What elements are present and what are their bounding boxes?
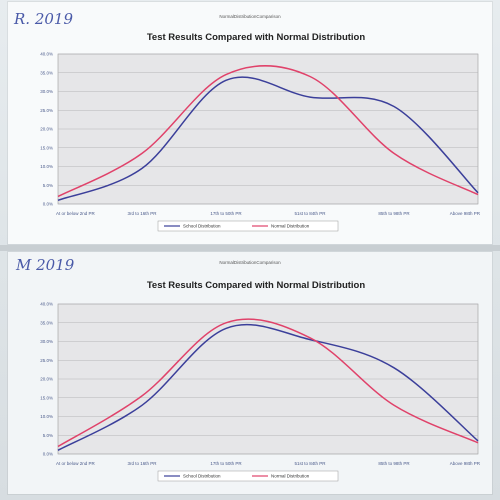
legend-box xyxy=(157,220,339,232)
y-tick-label: 15.0% xyxy=(40,145,53,150)
y-tick-label: 35.0% xyxy=(40,70,53,75)
page-fold xyxy=(0,245,500,251)
x-tick-label: 85th to 98th PR xyxy=(378,211,410,216)
chart-title: Test Results Compared with Normal Distri… xyxy=(147,32,366,43)
y-tick-label: 35.0% xyxy=(40,320,53,325)
y-tick-label: 5.0% xyxy=(43,183,53,188)
series-line xyxy=(57,318,479,448)
legend-label: School Distribution xyxy=(183,224,221,229)
y-tick-label: 20.0% xyxy=(40,377,53,382)
x-tick-label: 51st to 84th PR xyxy=(294,461,326,466)
x-tick-label: Above 98th PR xyxy=(450,461,481,466)
legend-label: Normal Distribution xyxy=(271,224,310,229)
x-tick-label: 51st to 84th PR xyxy=(294,211,326,216)
chart-title: Test Results Compared with Normal Distri… xyxy=(147,280,366,291)
handwritten-note: R. 2019 xyxy=(13,10,73,28)
x-tick-label: At or below 2nd PR xyxy=(56,461,96,466)
legend-label: Normal Distribution xyxy=(271,474,310,479)
y-tick-label: 10.0% xyxy=(40,414,53,419)
chart-header: NormalDistributionComparison xyxy=(219,260,281,265)
y-tick-label: 30.0% xyxy=(40,339,53,344)
x-tick-label: 3rd to 16th PR xyxy=(127,461,157,466)
chart-top: R. 2019 NormalDistributionComparison Test … xyxy=(13,10,481,232)
legend-box xyxy=(157,470,339,482)
y-tick-label: 15.0% xyxy=(40,395,53,400)
y-tick-label: 25.0% xyxy=(40,108,53,113)
printout-bottom: M 2019 NormalDistributionComparison Test R… xyxy=(8,252,492,494)
x-tick-label: 85th to 98th PR xyxy=(378,461,410,466)
x-tick-label: At or below 2nd PR xyxy=(56,211,96,216)
legend-label: School Distribution xyxy=(183,474,221,479)
printout-top: R. 2019 NormalDistributionComparison Test … xyxy=(8,2,492,244)
y-tick-label: 25.0% xyxy=(40,358,53,363)
y-tick-label: 20.0% xyxy=(40,127,53,132)
x-tick-label: Above 98th PR xyxy=(450,211,481,216)
series-line xyxy=(57,323,479,451)
y-tick-label: 0.0% xyxy=(43,452,53,457)
series-line xyxy=(57,76,479,201)
y-tick-label: 10.0% xyxy=(40,164,53,169)
chart-header: NormalDistributionComparison xyxy=(219,14,281,19)
handwritten-note: M 2019 xyxy=(15,256,75,274)
x-tick-label: 17th to 50th PR xyxy=(210,461,242,466)
chart-bottom: M 2019 NormalDistributionComparison Test R… xyxy=(15,256,481,482)
series-line xyxy=(57,65,479,198)
y-tick-label: 40.0% xyxy=(40,52,53,57)
y-tick-label: 40.0% xyxy=(40,302,53,307)
y-tick-label: 5.0% xyxy=(43,433,53,438)
x-tick-label: 3rd to 16th PR xyxy=(127,211,157,216)
x-tick-label: 17th to 50th PR xyxy=(210,211,242,216)
y-tick-label: 30.0% xyxy=(40,89,53,94)
y-tick-label: 0.0% xyxy=(43,202,53,207)
